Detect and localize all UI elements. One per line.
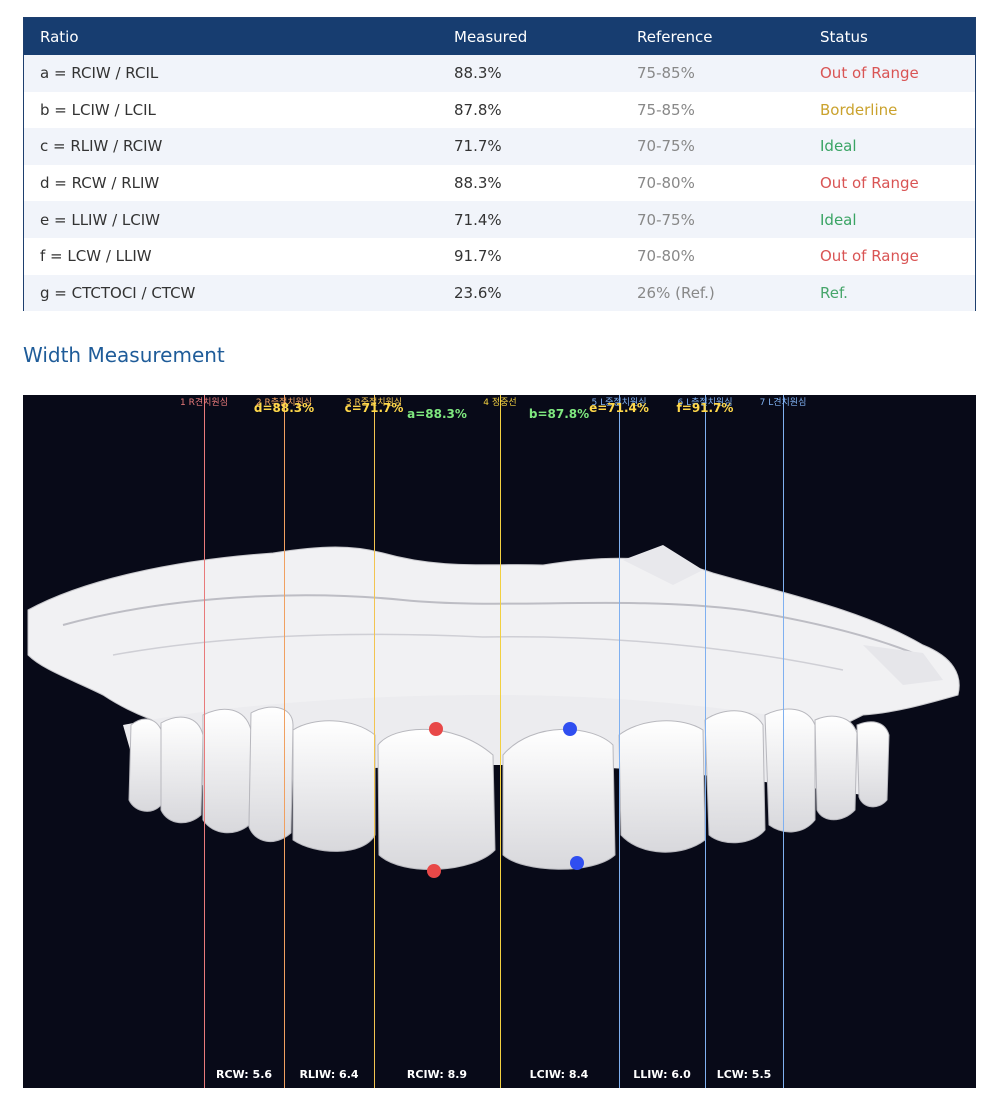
reference-cell: 70-80% [637,174,695,193]
table-row: c = RLIW / RCIW 71.7% 70-75% Ideal [24,128,975,165]
measured-cell: 91.7% [454,247,502,266]
reference-cell: 75-85% [637,100,695,119]
tooth [128,718,164,812]
width-label-lcw: LCW: 5.5 [716,1068,772,1081]
measurement-line-l-central[interactable] [619,395,620,1088]
scan-fragment [863,645,943,685]
ratio-label-a: a=88.3% [407,407,467,421]
ratio-table: Ratio Measured Reference Status a = RCIW… [24,18,975,312]
table-header-row: Ratio Measured Reference Status [24,18,975,55]
measured-cell: 23.6% [454,283,502,302]
tooth [764,708,816,833]
header-status: Status [820,27,868,46]
table-row: f = LCW / LLIW 91.7% 70-80% Out of Range [24,237,975,275]
width-label-lliw: LLIW: 6.0 [633,1068,691,1081]
measurement-line-l-canine[interactable] [783,395,784,1088]
ratio-cell: g = CTCTOCI / CTCW [40,283,196,302]
table-row: d = RCW / RLIW 88.3% 70-80% Out of Range [24,164,975,202]
landmark-point-left-cervical[interactable] [570,856,584,870]
tooth [202,708,252,834]
reference-cell: 70-80% [637,247,695,266]
tooth [502,728,616,870]
line-label: 1 R견치원심 [180,398,228,408]
reference-cell: 70-75% [637,210,695,229]
line-label: 4 정중선 [483,398,517,408]
landmark-point-left-incisal[interactable] [563,722,577,736]
tooth [160,716,204,824]
measurement-line-midline[interactable] [500,395,501,1088]
table-row: a = RCIW / RCIL 88.3% 75-85% Out of Rang… [24,55,975,92]
table-row: b = LCIW / LCIL 87.8% 75-85% Borderline [24,91,975,129]
measurement-line-r-central[interactable] [374,395,375,1088]
width-label-rcw: RCW: 5.6 [215,1068,273,1081]
status-cell: Out of Range [820,174,919,193]
ratio-cell: c = RLIW / RCIW [40,137,163,156]
ratio-table-container: Ratio Measured Reference Status a = RCIW… [23,17,976,312]
header-ratio: Ratio [40,27,79,46]
ratio-label-b: b=87.8% [528,407,590,421]
ratio-label-c: c=71.7% [344,401,404,415]
width-label-lciw: LCIW: 8.4 [529,1068,589,1081]
ratio-cell: a = RCIW / RCIL [40,64,159,83]
status-cell: Ideal [820,210,857,229]
reference-cell: 70-75% [637,137,695,156]
tooth [248,706,294,842]
section-title: Width Measurement [23,343,225,367]
header-measured: Measured [454,27,528,46]
line-label: 6 L측절치원심 [677,398,733,408]
line-label: 3 R중절치원심 [345,398,403,408]
palate-ridge [112,633,844,671]
landmark-point-right-incisal[interactable] [429,722,443,736]
status-cell: Ideal [820,137,857,156]
tooth [292,720,376,852]
tooth [377,728,496,870]
dental-arch-render [27,545,960,870]
ratio-cell: e = LLIW / LCIW [40,210,160,229]
ratio-label-f: f=91.7% [676,401,734,415]
ratio-cell: f = LCW / LLIW [40,247,152,266]
tooth [856,721,890,808]
reference-cell: 75-85% [637,64,695,83]
line-label: 2 R측절치원심 [255,398,313,408]
line-label: 5 L중절치원심 [591,398,647,408]
measurement-line-r-lateral[interactable] [284,395,285,1088]
width-label-rciw: RCIW: 8.9 [406,1068,468,1081]
measured-cell: 71.7% [454,137,502,156]
status-cell: Ref. [820,283,848,302]
ratio-label-d: d=88.3% [253,401,315,415]
ratio-cell: d = RCW / RLIW [40,174,160,193]
measured-cell: 87.8% [454,100,502,119]
table-row: g = CTCTOCI / CTCW 23.6% 26% (Ref.) Ref. [24,274,975,312]
table-row: e = LLIW / LCIW 71.4% 70-75% Ideal [24,201,975,238]
tooth [618,720,706,853]
status-cell: Out of Range [820,64,919,83]
scan-fragment [623,545,703,585]
header-reference: Reference [637,27,713,46]
palate-ridge [62,594,924,658]
tooth [704,710,766,844]
tooth [814,715,858,821]
measured-cell: 88.3% [454,174,502,193]
measured-cell: 88.3% [454,64,502,83]
measurement-line-r-canine[interactable] [204,395,205,1088]
width-label-rliw: RLIW: 6.4 [299,1068,359,1081]
line-label: 7 L견치원심 [759,398,807,408]
ratio-cell: b = LCIW / LCIL [40,100,156,119]
status-cell: Out of Range [820,247,919,266]
measured-cell: 71.4% [454,210,502,229]
dental-scan-viewer[interactable]: 1 R견치원심 2 R측절치원심 3 R중절치원심 4 정중선 5 L중절치원심… [23,395,976,1088]
reference-cell: 26% (Ref.) [637,283,715,302]
landmark-point-right-cervical[interactable] [427,864,441,878]
measurement-line-l-lateral[interactable] [705,395,706,1088]
ratio-label-e: e=71.4% [589,401,649,415]
status-cell: Borderline [820,100,898,119]
